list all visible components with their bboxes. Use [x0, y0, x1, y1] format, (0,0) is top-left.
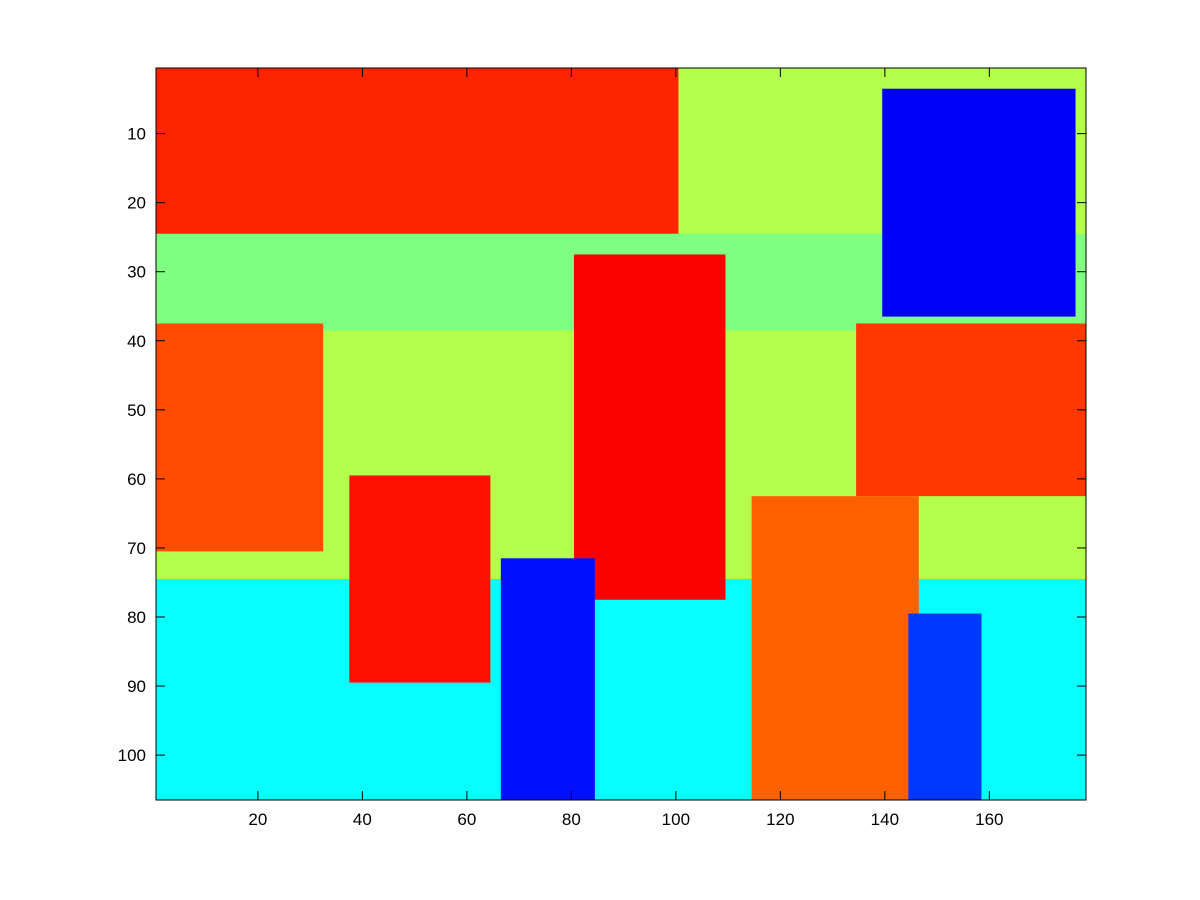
x-tick-label: 40 — [353, 810, 372, 829]
y-tick-label: 40 — [127, 332, 146, 351]
y-tick-label: 30 — [127, 263, 146, 282]
heatmap-region — [752, 496, 919, 800]
y-tick-label: 60 — [127, 470, 146, 489]
x-tick-label: 100 — [662, 810, 690, 829]
heatmap-region — [882, 89, 1075, 317]
x-tick-label: 20 — [248, 810, 267, 829]
y-tick-label: 10 — [127, 125, 146, 144]
x-tick-label: 80 — [562, 810, 581, 829]
heatmap-region — [501, 558, 595, 800]
heatmap-image — [156, 68, 1086, 800]
y-tick-label: 90 — [127, 677, 146, 696]
x-tick-label: 140 — [871, 810, 899, 829]
heatmap-region — [349, 475, 490, 682]
y-tick-label: 50 — [127, 401, 146, 420]
heatmap-region — [908, 614, 981, 800]
x-tick-label: 60 — [457, 810, 476, 829]
plot-area — [156, 68, 1086, 800]
heatmap-region — [574, 254, 726, 599]
y-tick-label: 80 — [127, 608, 146, 627]
y-tick-label: 100 — [118, 746, 146, 765]
heatmap-region — [156, 324, 323, 552]
x-tick-label: 160 — [975, 810, 1003, 829]
heatmap-region — [856, 324, 1086, 497]
heatmap-region — [156, 68, 678, 241]
x-tick-label: 120 — [766, 810, 794, 829]
y-tick-label: 70 — [127, 539, 146, 558]
y-tick-label: 20 — [127, 194, 146, 213]
